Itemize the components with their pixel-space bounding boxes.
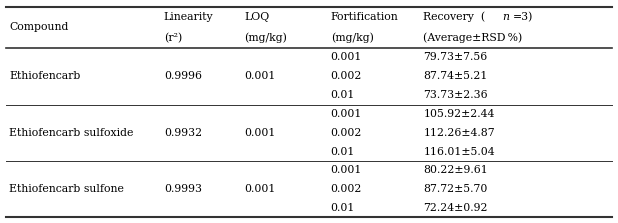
Text: 105.92±2.44: 105.92±2.44: [423, 109, 494, 119]
Text: 0.001: 0.001: [331, 109, 362, 119]
Text: (Average±RSD %): (Average±RSD %): [423, 33, 523, 43]
Text: 80.22±9.61: 80.22±9.61: [423, 165, 488, 175]
Text: (mg/kg): (mg/kg): [331, 33, 373, 43]
Text: 0.9993: 0.9993: [164, 184, 201, 194]
Text: 0.01: 0.01: [331, 203, 355, 213]
Text: 0.9996: 0.9996: [164, 71, 201, 81]
Text: Recovery  (: Recovery (: [423, 12, 486, 22]
Text: 0.001: 0.001: [244, 128, 276, 138]
Text: 87.74±5.21: 87.74±5.21: [423, 71, 488, 81]
Text: (r²): (r²): [164, 33, 182, 43]
Text: 0.002: 0.002: [331, 71, 362, 81]
Text: 0.001: 0.001: [244, 71, 276, 81]
Text: Compound: Compound: [9, 22, 69, 32]
Text: LOQ: LOQ: [244, 12, 269, 22]
Text: 79.73±7.56: 79.73±7.56: [423, 52, 488, 62]
Text: Ethiofencarb: Ethiofencarb: [9, 71, 80, 81]
Text: 72.24±0.92: 72.24±0.92: [423, 203, 488, 213]
Text: 116.01±5.04: 116.01±5.04: [423, 147, 495, 157]
Text: 0.01: 0.01: [331, 147, 355, 157]
Text: 112.26±4.87: 112.26±4.87: [423, 128, 495, 138]
Text: Ethiofencarb sulfoxide: Ethiofencarb sulfoxide: [9, 128, 133, 138]
Text: Ethiofencarb sulfone: Ethiofencarb sulfone: [9, 184, 124, 194]
Text: Linearity: Linearity: [164, 12, 213, 22]
Text: =3): =3): [513, 12, 533, 22]
Text: 0.001: 0.001: [331, 52, 362, 62]
Text: 0.9932: 0.9932: [164, 128, 202, 138]
Text: 0.001: 0.001: [331, 165, 362, 175]
Text: 0.001: 0.001: [244, 184, 276, 194]
Text: 0.002: 0.002: [331, 128, 362, 138]
Text: 0.01: 0.01: [331, 90, 355, 100]
Text: Fortification: Fortification: [331, 12, 399, 22]
Text: n: n: [502, 12, 509, 22]
Text: 87.72±5.70: 87.72±5.70: [423, 184, 488, 194]
Text: 0.002: 0.002: [331, 184, 362, 194]
Text: (mg/kg): (mg/kg): [244, 33, 287, 43]
Text: 73.73±2.36: 73.73±2.36: [423, 90, 488, 100]
